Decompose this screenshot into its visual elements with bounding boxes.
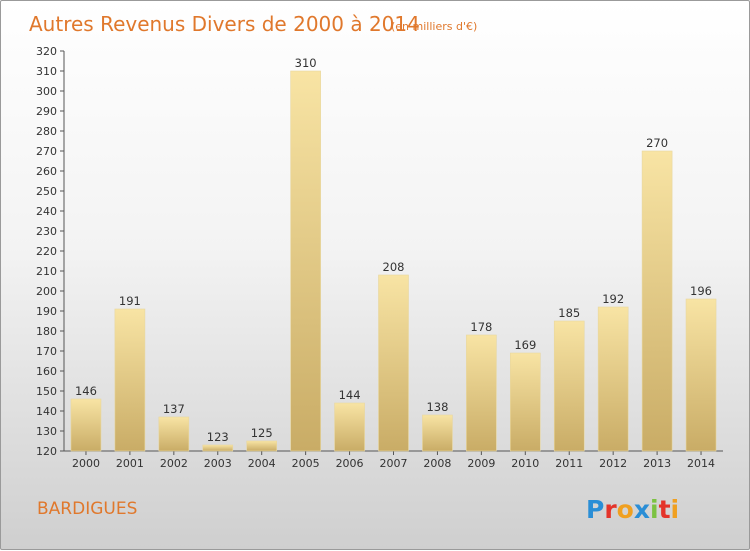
data-label-2007: 208 [383, 260, 405, 274]
bar-2009 [466, 334, 497, 452]
y-tick-label: 190 [36, 305, 57, 318]
bars [70, 70, 717, 452]
y-tick-label: 260 [36, 165, 57, 178]
data-label-2012: 192 [602, 292, 624, 306]
logo-letter: x [634, 495, 650, 524]
data-label-2011: 185 [558, 306, 580, 320]
data-labels: 146 191 137 123 125 310 144 208 138 178 169 185 192 2… [75, 56, 712, 444]
bar-2012 [597, 306, 629, 452]
data-label-2008: 138 [426, 400, 448, 414]
y-tick-label: 300 [36, 85, 57, 98]
bar-2010 [509, 352, 541, 452]
logo-letter: o [617, 495, 634, 524]
bar-2006 [334, 402, 365, 452]
x-tick-label-2004: 2004 [248, 457, 276, 470]
data-label-2005: 310 [295, 56, 317, 70]
x-tick-label-2008: 2008 [423, 457, 451, 470]
x-tick-label-2001: 2001 [116, 457, 144, 470]
x-tick-label-2006: 2006 [336, 457, 364, 470]
x-tick-label-2011: 2011 [555, 457, 583, 470]
data-label-2000: 146 [75, 384, 97, 398]
data-label-2001: 191 [119, 294, 141, 308]
data-label-2013: 270 [646, 136, 668, 150]
logo-letter: t [659, 495, 671, 524]
y-tick-label: 160 [36, 365, 57, 378]
bar-2013 [641, 150, 673, 452]
y-tick-label: 290 [36, 105, 57, 118]
data-label-2009: 178 [470, 320, 492, 334]
x-tick-label-2005: 2005 [292, 457, 320, 470]
chart-subtitle: (en milliers d'€) [391, 20, 477, 33]
bar-2011 [553, 320, 585, 452]
bar-2003 [202, 444, 234, 452]
data-label-2003: 123 [207, 430, 229, 444]
proxiti-logo: Proxiti [586, 495, 679, 524]
y-tick-label: 280 [36, 125, 57, 138]
x-tick-label-2010: 2010 [511, 457, 539, 470]
bar-2001 [114, 308, 146, 452]
x-tick-label-2000: 2000 [72, 457, 100, 470]
bar-2007 [378, 274, 409, 452]
data-label-2002: 137 [163, 402, 185, 416]
y-tick-label: 200 [36, 285, 57, 298]
place-name: BARDIGUES [37, 499, 137, 519]
bar-2002 [158, 416, 190, 452]
logo-letter: P [586, 495, 604, 524]
y-tick-label: 270 [36, 145, 57, 158]
x-tick-label-2009: 2009 [467, 457, 495, 470]
x-tick-label-2002: 2002 [160, 457, 188, 470]
y-tick-label: 140 [36, 405, 57, 418]
logo-letter: i [671, 495, 680, 524]
x-tick-label-2014: 2014 [687, 457, 715, 470]
x-tick-label-2007: 2007 [380, 457, 408, 470]
y-tick-label: 210 [36, 265, 57, 278]
y-tick-label: 220 [36, 245, 57, 258]
logo-letter: r [604, 495, 617, 524]
bar-2008 [422, 414, 453, 452]
y-tick-label: 230 [36, 225, 57, 238]
data-label-2006: 144 [339, 388, 361, 402]
y-tick-label: 310 [36, 65, 57, 78]
y-tick-label: 250 [36, 185, 57, 198]
bar-2000 [70, 398, 102, 452]
y-tick-label: 320 [36, 45, 57, 58]
y-axis: 120 130 140 150 160 170 180 190 200 210 220 230 240 2… [36, 45, 65, 458]
x-tick-label-2013: 2013 [643, 457, 671, 470]
bar-2005 [290, 70, 321, 452]
y-tick-label: 180 [36, 325, 57, 338]
x-axis: 2000 2001 2002 2003 2004 2005 2006 2007 2008 2009… [64, 450, 723, 470]
y-tick-label: 130 [36, 425, 57, 438]
y-tick-label: 120 [36, 445, 57, 458]
logo-letter: i [650, 495, 659, 524]
bar-2004 [246, 440, 277, 452]
bar-2014 [685, 298, 717, 452]
y-tick-label: 170 [36, 345, 57, 358]
x-tick-label-2012: 2012 [599, 457, 627, 470]
chart-title: Autres Revenus Divers de 2000 à 2014 [29, 12, 420, 36]
y-tick-label: 240 [36, 205, 57, 218]
data-label-2004: 125 [251, 426, 273, 440]
data-label-2010: 169 [514, 338, 536, 352]
data-label-2014: 196 [690, 284, 712, 298]
y-tick-label: 150 [36, 385, 57, 398]
x-tick-label-2003: 2003 [204, 457, 232, 470]
